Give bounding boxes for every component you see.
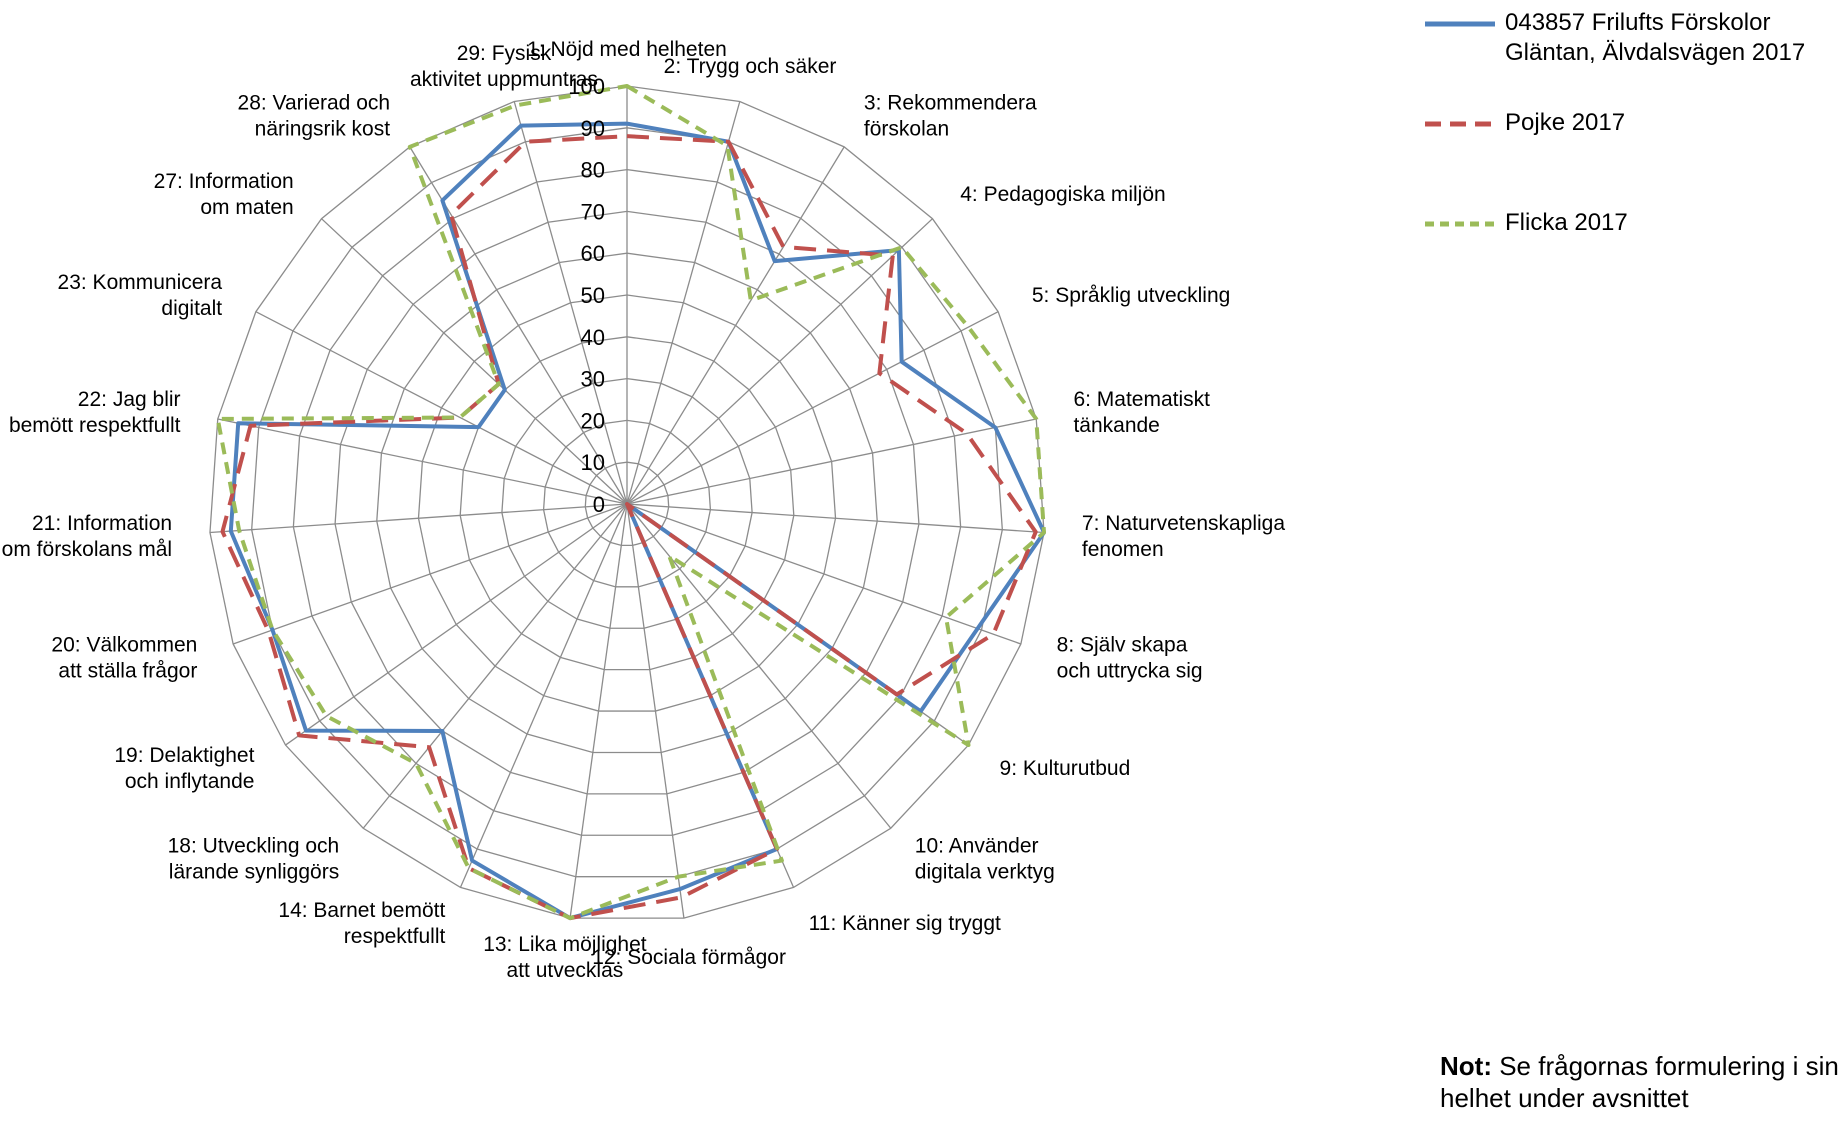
- legend-item-pojke[interactable]: Pojke 2017: [1425, 108, 1843, 160]
- tick-label: 10: [581, 450, 605, 475]
- category-label: 12: Sociala förmågor: [592, 946, 786, 969]
- category-label: 8: Själv skapa och uttrycka sig: [1057, 634, 1203, 683]
- tick-label: 100: [568, 74, 605, 99]
- tick-label: 40: [581, 325, 605, 350]
- grid-spoke: [626, 503, 685, 919]
- category-label: 9: Kulturutbud: [1000, 757, 1131, 780]
- grid-spoke: [626, 311, 999, 505]
- grid-spoke: [209, 503, 628, 534]
- grid-spoke: [255, 311, 628, 505]
- grid-spoke: [626, 503, 1022, 645]
- radar-series: [215, 84, 1047, 921]
- grid-ring-30: [501, 377, 753, 629]
- tick-label: 90: [581, 116, 605, 141]
- category-label: 10: Använder digitala verktyg: [915, 835, 1055, 884]
- grid-spoke: [626, 503, 892, 829]
- category-label: 28: Varierad och näringsrik kost: [238, 91, 391, 140]
- category-label: 5: Språklig utveckling: [1032, 284, 1230, 307]
- grid-spoke: [285, 503, 628, 746]
- grid-spoke: [513, 101, 628, 505]
- legend-swatch-flicka: [1425, 221, 1495, 227]
- grid-spoke: [569, 503, 628, 919]
- grid-spoke: [232, 503, 628, 645]
- footnote-text: Se frågornas formulering i sin helhet un…: [1440, 1051, 1839, 1113]
- tick-label: 0: [593, 492, 605, 517]
- legend-label-flicka: Flicka 2017: [1505, 209, 1628, 236]
- footnote-label: Not:: [1440, 1051, 1492, 1081]
- footnote: Not: Se frågornas formulering i sin helh…: [1440, 1050, 1840, 1114]
- series-line-2: [215, 84, 1047, 921]
- category-label: 23: Kommunicera digitalt: [58, 271, 223, 320]
- legend-item-flicka[interactable]: Flicka 2017: [1425, 208, 1843, 260]
- grid-ring-10: [584, 461, 670, 547]
- grid-spoke: [626, 146, 845, 505]
- legend-swatch-pojke: [1425, 121, 1495, 127]
- radial-tick-labels: 0 10 20 30 40 50 60 70 80 90 100: [568, 74, 605, 517]
- tick-label: 70: [581, 199, 605, 224]
- category-label: 27: Information om maten: [154, 170, 294, 219]
- category-label: 13: Lika möjlighet att utvecklas: [483, 933, 647, 982]
- category-label: 11: Känner sig tryggt: [809, 912, 1001, 935]
- category-label: 4: Pedagogiska miljön: [960, 183, 1165, 206]
- tick-label: 20: [581, 408, 605, 433]
- radar-grid: [209, 85, 1045, 919]
- series-line-0: [228, 121, 1047, 921]
- grid-ring-20: [542, 419, 712, 588]
- legend-item-school[interactable]: 043857 Frilufts Förskolor Gläntan, Älvda…: [1425, 8, 1843, 66]
- category-label: 2: Trygg och säker: [664, 55, 837, 78]
- grid-ring-90: [251, 127, 1003, 878]
- category-label: 18: Utveckling och lärande synliggörs: [168, 835, 340, 884]
- tick-label: 30: [581, 367, 605, 392]
- category-label: 3: Rekommendera förskolan: [864, 91, 1037, 140]
- grid-spoke: [626, 218, 933, 505]
- grid-spoke: [626, 101, 741, 505]
- grid-spoke: [321, 218, 628, 505]
- legend-label-school: 043857 Frilufts Förskolor Gläntan, Älvda…: [1505, 9, 1806, 66]
- category-label: 29: Fysisk aktivitet uppmuntras: [410, 42, 598, 91]
- tick-label: 50: [581, 283, 605, 308]
- grid-spoke: [626, 418, 1037, 505]
- grid-ring-100: [209, 85, 1045, 919]
- grid-spoke: [217, 418, 628, 505]
- category-label: 22: Jag blir bemött respektfullt: [9, 388, 181, 437]
- category-label: 19: Delaktighet och inflytande: [114, 744, 254, 793]
- grid-spoke: [362, 503, 628, 829]
- category-label: 14: Barnet bemött respektfullt: [278, 899, 445, 948]
- grid-ring-50: [417, 294, 837, 712]
- grid-spoke: [459, 503, 628, 888]
- tick-label: 80: [581, 158, 605, 183]
- legend: 043857 Frilufts Förskolor Gläntan, Älvda…: [1425, 8, 1843, 308]
- legend-label-pojke: Pojke 2017: [1505, 109, 1626, 136]
- category-label: 7: Naturvetenskapliga fenomen: [1082, 512, 1285, 561]
- grid-ring-80: [292, 168, 962, 836]
- category-label: 1: Nöjd med helheten: [527, 38, 727, 61]
- legend-swatch-school: [1425, 21, 1495, 27]
- category-label: 21: Information om förskolans mål: [2, 512, 172, 561]
- grid-ring-60: [376, 252, 878, 754]
- category-label: 20: Välkommen att ställa frågor: [51, 634, 197, 683]
- tick-label: 60: [581, 241, 605, 266]
- category-label: 6: Matematiskt tänkande: [1073, 388, 1210, 437]
- grid-spoke: [626, 503, 1045, 534]
